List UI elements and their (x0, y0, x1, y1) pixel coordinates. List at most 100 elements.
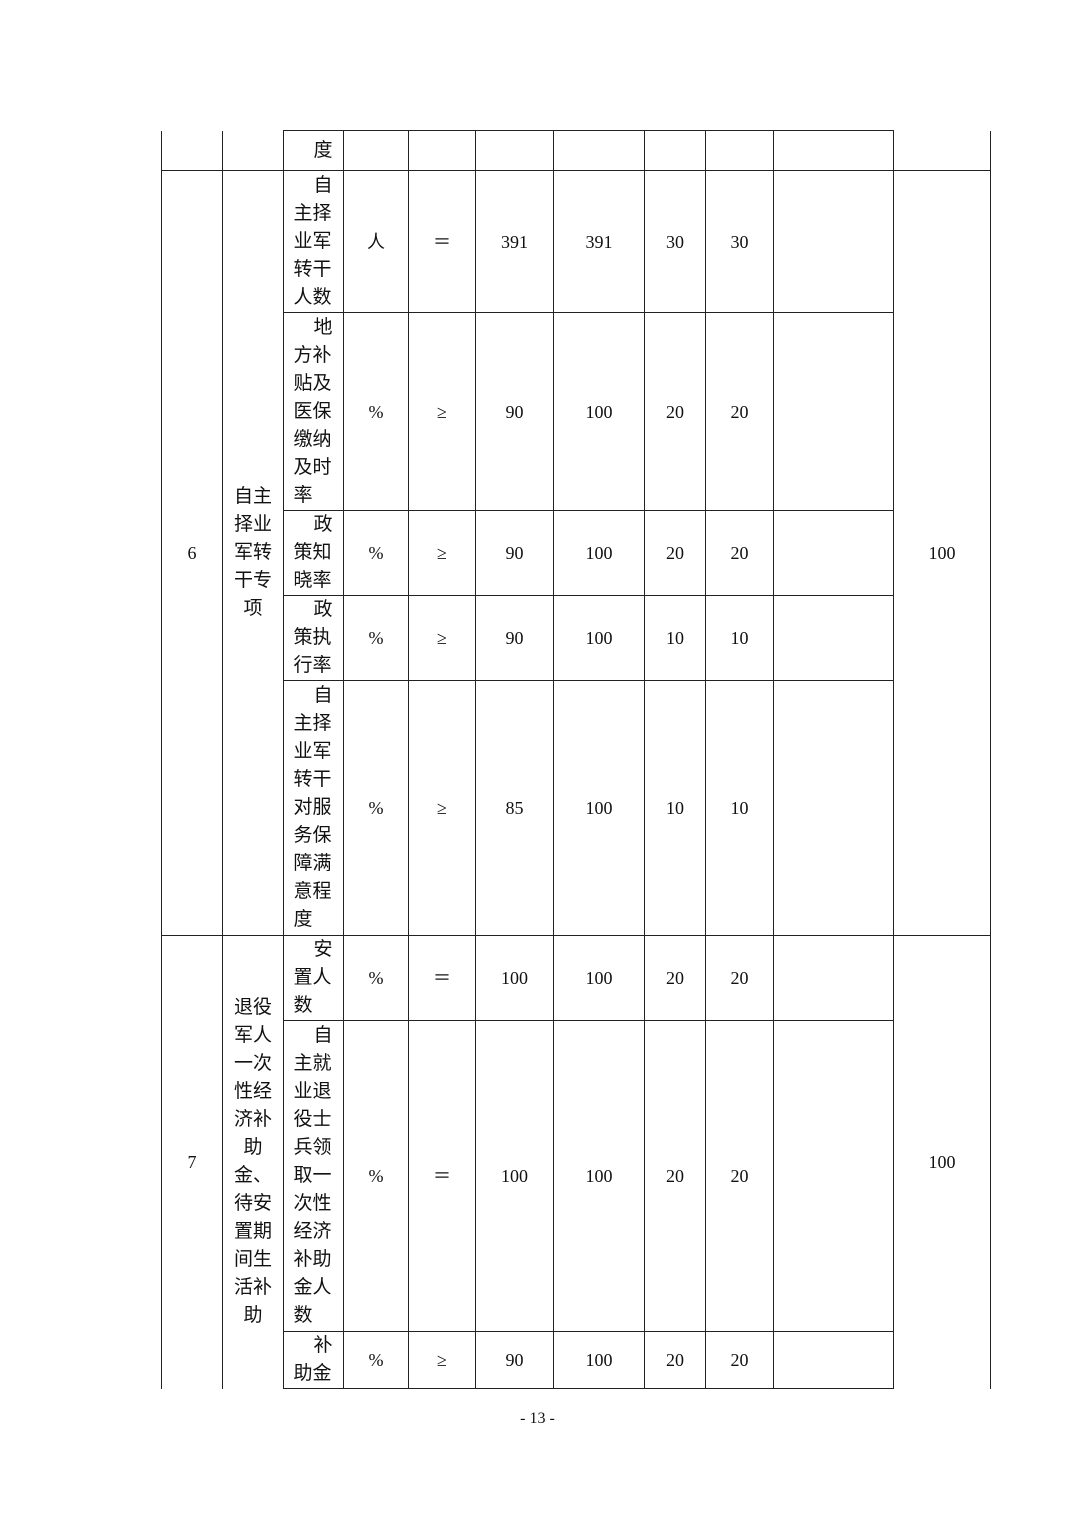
indicator-text: 自主择业军转干对服务保障满意程度 (293, 685, 333, 930)
target-cell: 391 (475, 170, 554, 313)
target-cell: 90 (475, 312, 554, 511)
unit-cell: % (343, 312, 409, 511)
unit-cell: % (343, 1020, 409, 1332)
table-row: 自主就业退役士兵领取一次性经济补助金人数% ＝ 100 100 20 20 (162, 1020, 991, 1332)
op-cell: ≥ (408, 510, 476, 596)
op-cell: ＝ (408, 935, 476, 1021)
group-number: 7 (161, 935, 223, 1389)
indicator-text: 政策知晓率 (293, 514, 333, 591)
indicator-cell: 自主择业军转干人数 (283, 170, 344, 313)
actual-cell: 100 (553, 1331, 645, 1389)
table-row: 度 (161, 130, 991, 171)
weight-cell: 30 (644, 170, 706, 313)
actual-cell: 100 (553, 312, 645, 511)
note-cell (773, 170, 894, 313)
cell (408, 130, 476, 171)
op-cell: ≥ (408, 595, 476, 681)
op-cell: ≥ (408, 312, 476, 511)
weight-cell: 10 (644, 680, 706, 936)
actual-cell: 100 (553, 935, 645, 1021)
table-row: 地方补贴及医保缴纳及时率% ≥90 100 20 20 (162, 312, 991, 511)
indicator-text: 安置人数 (293, 939, 333, 1016)
unit-cell: % (343, 935, 409, 1021)
weight-cell: 20 (644, 935, 706, 1021)
got-cell: 20 (705, 510, 774, 596)
note-cell (773, 680, 894, 936)
cell (893, 130, 991, 171)
actual-cell: 100 (553, 595, 645, 681)
group-score: 100 (893, 170, 991, 936)
indicator-text: 地方补贴及医保缴纳及时率 (293, 316, 333, 506)
note-cell (773, 935, 894, 1021)
cell (553, 130, 645, 171)
indicator-cell: 补助金 (283, 1331, 344, 1389)
category-text: 自主择业军转干专项 (233, 486, 272, 619)
indicator-cell: 地方补贴及医保缴纳及时率 (283, 312, 344, 511)
indicator-cell: 自主就业退役士兵领取一次性经济补助金人数 (283, 1020, 344, 1332)
cell (475, 130, 554, 171)
indicator-cell: 度 (283, 130, 344, 171)
actual-cell: 100 (553, 1020, 645, 1332)
got-cell: 10 (705, 595, 774, 681)
cell (644, 130, 706, 171)
table-row: 7 退役军人一次性经济补助金、待安置期间生活补助 安置人数% ＝ 100 100 20 20 1… (161, 935, 991, 1389)
category-text: 退役军人一次性经济补助金、待安置期间生活补助 (233, 997, 272, 1327)
got-cell: 20 (705, 1331, 774, 1389)
op-cell: ≥ (408, 1331, 476, 1389)
table-row: 6 自主择业军转干专项 自主择业军转干人数人＝ 391 391 30 30 100 (161, 170, 991, 936)
actual-cell: 100 (553, 510, 645, 596)
indicator-cell: 政策执行率 (283, 595, 344, 681)
got-cell: 20 (705, 312, 774, 511)
got-cell: 30 (705, 170, 774, 313)
group-score: 100 (893, 935, 991, 1389)
unit-cell: 人 (343, 170, 409, 313)
note-cell (773, 312, 894, 511)
cell (705, 130, 774, 171)
actual-cell: 391 (553, 170, 645, 313)
table-row: 补助金% ≥90 100 20 20 (162, 1331, 991, 1389)
unit-cell: % (343, 595, 409, 681)
weight-cell: 20 (644, 1020, 706, 1332)
page-number: - 13 - (520, 1410, 555, 1427)
target-cell: 90 (475, 595, 554, 681)
cell (343, 130, 409, 171)
got-cell: 10 (705, 680, 774, 936)
table-row: 自主择业军转干对服务保障满意程度% ≥85 100 10 10 (162, 680, 991, 936)
indicator-cell: 政策知晓率 (283, 510, 344, 596)
note-cell (773, 1020, 894, 1332)
cell (222, 130, 284, 171)
unit-cell: % (343, 1331, 409, 1389)
table-row: 政策执行率% ≥90 100 10 10 (162, 595, 991, 681)
indicator-text: 自主择业军转干人数 (293, 174, 333, 308)
weight-cell: 20 (644, 510, 706, 596)
actual-cell: 100 (553, 680, 645, 936)
unit-cell: % (343, 510, 409, 596)
weight-cell: 10 (644, 595, 706, 681)
target-cell: 100 (475, 1020, 554, 1332)
indicator-text: 补助金 (293, 1335, 333, 1384)
indicator-cell: 安置人数 (283, 935, 344, 1021)
indicator-text: 政策执行率 (293, 599, 333, 676)
cell (161, 130, 223, 171)
target-cell: 85 (475, 680, 554, 936)
note-cell (773, 510, 894, 596)
unit-cell: % (343, 680, 409, 936)
group-category: 自主择业军转干专项 (222, 170, 284, 936)
indicator-cell: 自主择业军转干对服务保障满意程度 (283, 680, 344, 936)
got-cell: 20 (705, 935, 774, 1021)
target-cell: 90 (475, 510, 554, 596)
performance-table: 度 6 自主择业军转干专项 自主择业军转干人数人＝ 391 391 30 30 100 地方补贴… (161, 130, 991, 1389)
target-cell: 100 (475, 935, 554, 1021)
note-cell (773, 1331, 894, 1389)
op-cell: ≥ (408, 680, 476, 936)
target-cell: 90 (475, 1331, 554, 1389)
table-row: 政策知晓率% ≥90 100 20 20 (162, 510, 991, 596)
group-number: 6 (161, 170, 223, 936)
indicator-text: 度 (313, 139, 333, 161)
weight-cell: 20 (644, 1331, 706, 1389)
note-cell (773, 595, 894, 681)
indicator-text: 自主就业退役士兵领取一次性经济补助金人数 (293, 1025, 333, 1326)
cell (773, 130, 894, 171)
weight-cell: 20 (644, 312, 706, 511)
